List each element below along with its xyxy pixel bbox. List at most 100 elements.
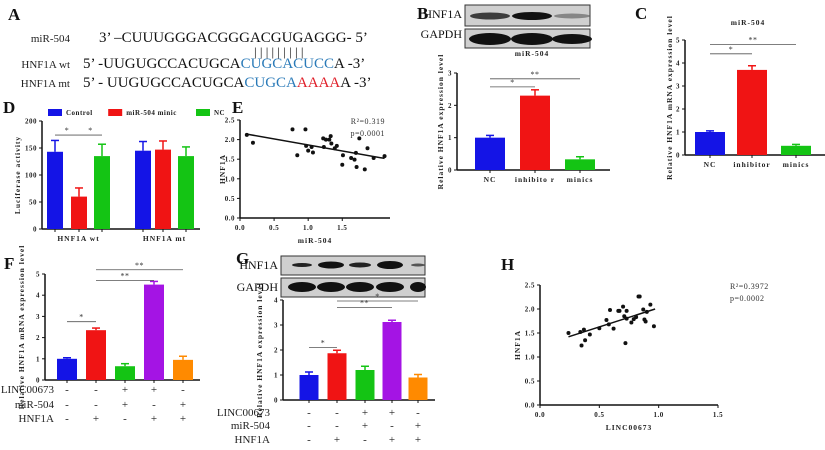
- data-point: [340, 162, 345, 167]
- mir-sequence: 3’ –CUUUGGGACGGGACGUGAGGG- 5’: [99, 30, 368, 46]
- y-axis-label: Relative HNF1A expression level: [436, 54, 445, 190]
- y-tick-label: 200: [25, 118, 37, 126]
- y-tick-label: 4: [676, 60, 680, 68]
- y-axis-label: Relative HNF1A mRNA expression level: [665, 15, 674, 180]
- data-point: [648, 302, 653, 307]
- condition-value: -: [65, 413, 69, 425]
- x-tick-label: minics: [567, 175, 594, 184]
- legend-swatch: [196, 109, 210, 116]
- bar: [695, 132, 725, 155]
- y-tick-label: 0: [36, 377, 40, 385]
- r-squared: R²=0.3972: [730, 282, 769, 291]
- data-point: [583, 338, 588, 343]
- bar: [737, 69, 767, 155]
- data-point: [334, 143, 339, 148]
- legend-label: Control: [66, 109, 93, 117]
- chart-c-title: miR-504: [731, 18, 766, 27]
- y-tick-label: 4: [274, 297, 278, 305]
- y-tick-label: 1: [448, 134, 452, 142]
- condition-label: LINC00673: [217, 407, 271, 419]
- data-point: [303, 127, 308, 132]
- y-tick-label: 50: [29, 199, 37, 207]
- y-tick-label: 1.0: [525, 354, 535, 362]
- legend-label: NC: [214, 109, 225, 117]
- y-tick-label: 3: [448, 70, 452, 78]
- panel-label-b: B: [417, 4, 428, 23]
- western-blot-b: HNF1A GAPDH: [421, 4, 592, 49]
- regression-line: [568, 308, 656, 338]
- y-tick-label: 150: [25, 145, 37, 153]
- pairing-lines: | | | | | | | | |: [254, 44, 303, 59]
- x-tick-label: 1.5: [337, 224, 347, 232]
- bar: [94, 156, 110, 229]
- data-point: [310, 150, 315, 155]
- y-tick-label: 2.0: [525, 306, 535, 314]
- condition-value: -: [307, 407, 311, 419]
- chart-e: 0.0 0.5 1.0 1.5 2.0 2.5 HNF1A 0.0 0.5 1.0 1.5 miR-5…: [218, 117, 390, 245]
- condition-value: -: [123, 413, 127, 425]
- condition-value: -: [335, 420, 339, 432]
- y-tick-label: 1: [274, 372, 278, 380]
- significance-label: **: [531, 70, 540, 79]
- y-axis-label: HNF1A: [218, 154, 227, 184]
- y-tick-label: 1.0: [225, 175, 235, 183]
- bar: [327, 353, 347, 400]
- condition-value: +: [334, 434, 340, 446]
- condition-label: LINC00673: [1, 384, 55, 396]
- condition-value: -: [94, 384, 98, 396]
- chart-h: 0.0 0.5 1.0 1.5 2.0 2.5 HNF1A 0.0 0.5 1.0 1.5 LINC0…: [513, 282, 769, 433]
- data-point: [566, 331, 571, 335]
- mt-seed: CUGCA: [244, 75, 297, 91]
- chart-d: 0 50 100 150 200 Luciferase activity HNF1A wt H…: [13, 109, 225, 243]
- data-point: [290, 127, 295, 132]
- data-point: [352, 157, 357, 162]
- bar: [382, 322, 402, 400]
- x-tick-label: minics: [783, 160, 810, 169]
- x-tick-label: HNF1A mt: [143, 234, 186, 243]
- p-value: p=0.0002: [730, 294, 765, 303]
- y-tick-label: 100: [25, 172, 37, 180]
- condition-label: HNF1A: [19, 413, 55, 425]
- mt-mutation: AAAA: [297, 75, 340, 91]
- data-point: [349, 156, 354, 161]
- x-tick-label: 0.5: [269, 224, 279, 232]
- condition-value: +: [151, 413, 157, 425]
- y-tick-label: 0: [448, 167, 452, 175]
- mt-sequence: 5’ - UUGUGCCACUGCACUGCAAAAAA -3’: [83, 75, 372, 91]
- sequence-alignment: miR-504 3’ –CUUUGGGACGGGACGUGAGGG- 5’ | …: [21, 30, 372, 91]
- significance-label: *: [375, 292, 380, 301]
- blot-label-hnf1a: HNF1A: [423, 7, 462, 21]
- y-tick-label: 2: [448, 102, 452, 110]
- data-point: [611, 326, 616, 331]
- significance-label: *: [729, 45, 734, 54]
- condition-label: miR-504: [15, 399, 55, 411]
- x-axis-label: miR-504: [298, 236, 333, 245]
- x-tick-label: 0.0: [235, 224, 245, 232]
- y-tick-label: 4: [36, 292, 40, 300]
- blot-label-gapdh-g: GAPDH: [237, 280, 279, 294]
- wt-seq-5: 5’ -UUGUGCCACUGCA: [83, 56, 241, 72]
- panel-label-f: F: [4, 254, 14, 273]
- x-tick-label: NC: [484, 175, 497, 184]
- data-point: [604, 318, 609, 323]
- y-tick-label: 0: [676, 152, 680, 160]
- mt-seq-3: A -3’: [340, 75, 371, 91]
- significance-label: *: [510, 78, 515, 87]
- y-tick-label: 2.5: [225, 117, 235, 125]
- data-point: [327, 137, 332, 142]
- condition-value: -: [94, 399, 98, 411]
- y-tick-label: 2: [36, 334, 40, 342]
- y-tick-label: 5: [676, 37, 680, 45]
- y-axis-label: HNF1A: [513, 330, 522, 360]
- bar: [57, 358, 77, 380]
- wt-seed: CUGCACUCC: [241, 56, 334, 72]
- condition-value: +: [122, 399, 128, 411]
- bar: [520, 95, 550, 170]
- x-tick-label: 1.0: [654, 411, 664, 419]
- bar: [47, 151, 63, 229]
- condition-value: +: [151, 384, 157, 396]
- y-tick-label: 2: [676, 106, 680, 114]
- data-point: [328, 134, 333, 139]
- chart-f: 0 1 2 3 4 5 Relative HNF1A mRNA expression lev…: [1, 245, 200, 425]
- wt-label: HNF1A wt: [21, 59, 70, 71]
